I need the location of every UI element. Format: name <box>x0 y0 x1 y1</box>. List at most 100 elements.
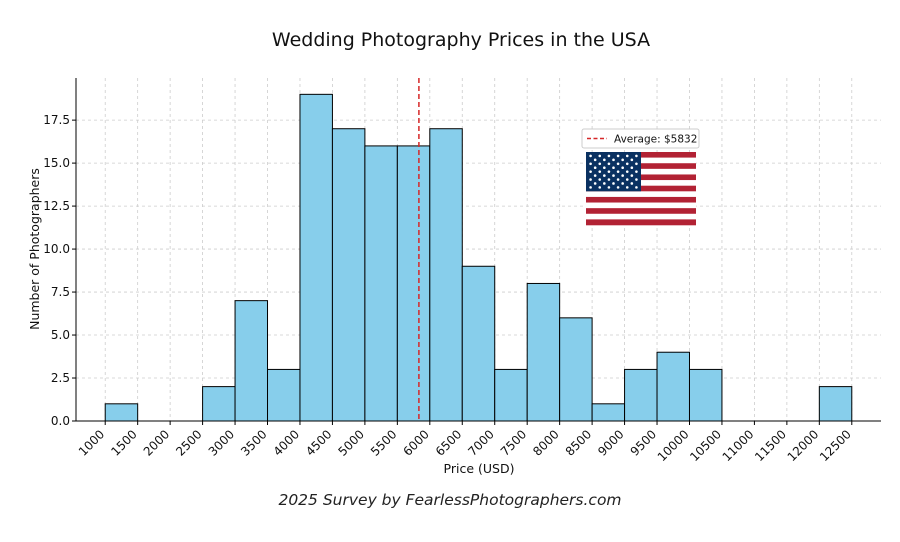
flag-stripe <box>586 202 696 209</box>
us-flag-icon <box>586 152 696 226</box>
flag-stripe <box>586 213 696 220</box>
x-tick-label: 4000 <box>271 427 302 458</box>
flag-star <box>616 170 620 173</box>
flag-star <box>625 178 629 181</box>
flag-star <box>598 178 602 181</box>
histogram-bar <box>656 351 690 422</box>
flag-star <box>593 174 597 177</box>
y-tick-label: 17.5 <box>43 113 70 127</box>
histogram-bar <box>104 403 139 422</box>
histogram-bar <box>234 300 269 422</box>
histogram-bar <box>299 93 333 422</box>
histogram-bar <box>591 403 626 422</box>
x-tick-label: 11500 <box>752 427 789 464</box>
x-tick-label: 1500 <box>108 427 139 458</box>
x-tick-label: 5000 <box>336 427 367 458</box>
y-tick-label: 15.0 <box>43 156 70 170</box>
flag-star <box>630 174 634 177</box>
flag-star <box>607 178 611 181</box>
flag-star <box>607 170 611 173</box>
histogram-bar <box>624 368 658 422</box>
y-tick-label: 7.5 <box>51 285 70 299</box>
legend-box <box>581 128 700 149</box>
flag-star <box>616 154 620 158</box>
flag-star <box>630 158 634 162</box>
flag-star <box>635 186 638 189</box>
histogram-bar <box>818 386 853 422</box>
flag-star <box>635 178 638 181</box>
x-tick-label: 7000 <box>465 427 496 458</box>
histogram-bar <box>559 317 593 422</box>
flag-star <box>589 162 592 166</box>
histogram-bar <box>396 145 431 422</box>
flag-star <box>589 178 592 181</box>
flag-star <box>635 170 638 173</box>
flag-star <box>593 158 597 162</box>
flag-star <box>621 174 624 177</box>
x-tick-label: 10000 <box>655 427 692 464</box>
y-tick-label: 12.5 <box>43 199 70 213</box>
legend-average-label: Average: $5832 <box>614 134 697 146</box>
flag-star <box>621 166 624 170</box>
survey-credit: 2025 Survey by FearlessPhotographers.com <box>278 491 622 509</box>
flag-stripe <box>586 208 696 215</box>
flag-canton <box>586 152 641 192</box>
y-tick-label: 0.0 <box>51 414 70 428</box>
flag-star <box>635 154 638 158</box>
flag-star <box>630 182 634 185</box>
flag-star <box>598 170 602 173</box>
flag-star <box>607 186 611 189</box>
histogram-bar <box>364 145 398 422</box>
flag-star <box>598 162 602 166</box>
y-tick-label: 2.5 <box>51 371 70 385</box>
chart-title: Wedding Photography Prices in the USA <box>272 29 650 51</box>
flag-star <box>616 162 620 166</box>
flag-star <box>616 178 620 181</box>
histogram-bar <box>526 282 561 422</box>
flag-star <box>621 158 624 162</box>
flag-star <box>603 166 606 170</box>
flag-stripe <box>586 191 696 198</box>
x-axis-label: Price (USD) <box>444 461 515 476</box>
flag-star <box>616 186 620 189</box>
histogram-bars <box>104 93 853 422</box>
x-tick-label: 3000 <box>206 427 237 458</box>
histogram-bar <box>267 368 301 422</box>
y-tick-labels: 0.0 2.5 5.0 7.5 10.0 12.5 15.0 17.5 <box>43 113 76 428</box>
x-tick-label: 8500 <box>563 427 594 458</box>
flag-stripe <box>586 219 696 226</box>
x-tick-label: 10500 <box>687 427 724 464</box>
flag-star <box>593 182 597 185</box>
flag-star <box>589 170 592 173</box>
flag-star <box>607 162 611 166</box>
legend: Average: $5832 <box>581 128 700 149</box>
x-tick-label: 12500 <box>817 427 854 464</box>
histogram-bar <box>688 368 723 422</box>
histogram-bar <box>429 128 463 422</box>
flag-star <box>603 182 606 185</box>
flag-star <box>625 154 629 158</box>
x-tick-label: 7500 <box>498 427 529 458</box>
flag-star <box>630 166 634 170</box>
flag-stripe <box>586 196 696 203</box>
flag-star <box>625 170 629 173</box>
flag-star <box>607 154 611 158</box>
flag-star <box>612 166 615 170</box>
histogram-bar <box>461 265 496 422</box>
x-tick-labels: 1000 1500 2000 2500 3000 3500 4000 4500 5000 5500… <box>76 421 854 464</box>
flag-star <box>635 162 638 166</box>
flag-star <box>603 158 606 162</box>
x-tick-label: 4500 <box>303 427 334 458</box>
flag-star <box>589 154 592 158</box>
flag-star <box>589 186 592 189</box>
flag-star <box>621 182 624 185</box>
x-tick-label: 12000 <box>785 427 822 464</box>
flag-star <box>612 182 615 185</box>
flag-star <box>625 186 629 189</box>
x-tick-label: 6500 <box>433 427 464 458</box>
histogram-bar <box>494 368 528 422</box>
x-tick-label: 5500 <box>368 427 399 458</box>
x-tick-label: 11000 <box>720 427 757 464</box>
flag-star <box>598 154 602 158</box>
